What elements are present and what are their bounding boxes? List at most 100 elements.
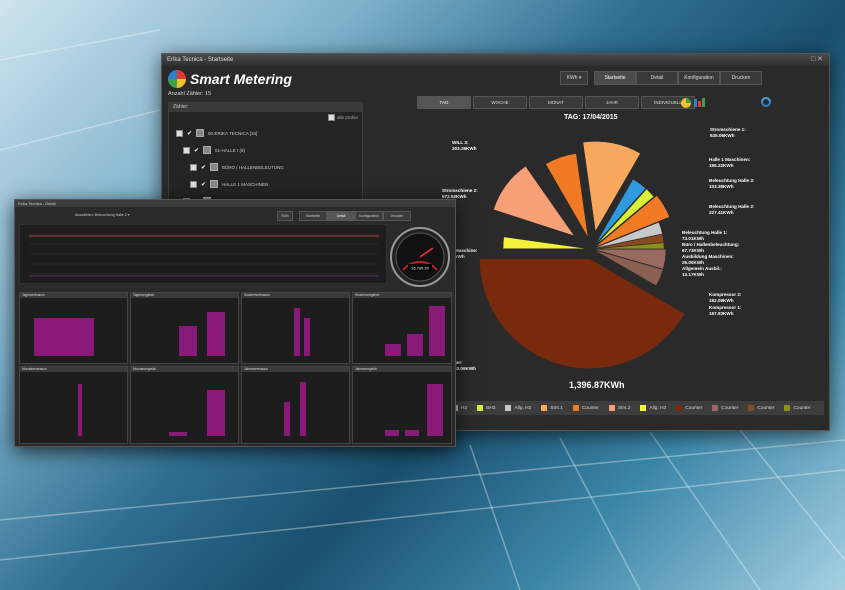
legend-item: Counter	[784, 405, 811, 411]
detail-nav-konfiguration[interactable]: Konfiguration	[355, 211, 383, 221]
pie-slice[interactable]	[502, 236, 589, 249]
legend-label: Strs.1	[550, 405, 563, 411]
pie-total: 1,396.87KWh	[569, 380, 625, 390]
selector-value[interactable]: Beleuchtung Halle 2	[94, 213, 127, 217]
detail-nav-drucken[interactable]: Drucken	[383, 211, 411, 221]
gauge: 16,765.20	[390, 227, 450, 287]
tree-item-label: HALLE 1 MASCHINEN	[222, 181, 269, 187]
select-all-row[interactable]: alle prüfen	[327, 114, 358, 121]
tree-item[interactable]: ✔ 00-ERIKA TECNICA [15]	[176, 129, 257, 137]
legend-swatch	[541, 405, 548, 411]
tree-item[interactable]: ✔ 01-HALLE I (9)	[183, 146, 245, 154]
meter-count: Anzahl Zähler: 15	[168, 91, 211, 97]
tree-checkbox[interactable]	[190, 180, 197, 188]
pie-label: Halle 1 Maschinen: 195.22KWh	[709, 157, 751, 168]
select-all-checkbox[interactable]	[327, 114, 335, 121]
detail-nav-detail[interactable]: Detail	[327, 211, 355, 221]
legend-swatch	[712, 405, 719, 411]
tab-monat[interactable]: MONAT	[529, 96, 583, 109]
panel-wochenverbrauch: Wochenverbrauch	[241, 292, 350, 364]
panel-title: Jahresvergleich	[353, 367, 451, 372]
chart-type-icon[interactable]	[680, 96, 708, 108]
pie-slice[interactable]	[582, 141, 641, 233]
window-controls[interactable]: □ ✕	[810, 56, 823, 63]
legend-label: Counter	[757, 405, 775, 411]
pie-slice[interactable]	[479, 258, 686, 369]
tab-woche[interactable]: WOCHE	[473, 96, 527, 109]
panel-monatsvergleich: Monatsvergleich	[130, 366, 239, 444]
refresh-icon[interactable]	[760, 96, 772, 108]
nav-drucken[interactable]: Drucken	[720, 71, 762, 85]
pie-slice[interactable]	[595, 195, 670, 248]
tree-item-label: 00-ERIKA TECNICA [15]	[208, 130, 258, 136]
check-icon: ✔	[201, 164, 207, 171]
check-icon: ✔	[187, 130, 193, 137]
legend-label: H2	[461, 405, 468, 411]
tree-checkbox[interactable]	[190, 163, 197, 171]
legend-label: Allg. H3	[649, 405, 667, 411]
tree-item[interactable]: ✔ HALLE 1 MASCHINEN	[190, 180, 268, 188]
panel-tagesverbrauch: Tagesverbrauch	[19, 292, 128, 364]
detail-unit-select[interactable]: KWh	[277, 211, 293, 221]
nav-konfiguration[interactable]: Konfiguration	[678, 71, 720, 85]
legend-item: Counter	[748, 405, 774, 411]
pie-label: Stromschiene 2: 572.92KWh	[442, 188, 478, 199]
meter-count-value: 15	[205, 91, 212, 97]
legend-label: BH3	[486, 405, 496, 411]
tree-item[interactable]: ✔ BÜRO / HALLENBELEUTUNG	[190, 163, 284, 171]
pie-slice[interactable]	[595, 178, 647, 245]
meter-icon	[210, 163, 219, 171]
legend-swatch	[748, 405, 755, 411]
legend-item: Allg. H3	[640, 405, 666, 411]
pie-slice[interactable]	[493, 165, 575, 237]
nav-detail[interactable]: Detail	[636, 71, 678, 85]
pie-label: Beleuchtung Halle 2: 227.41KWh	[709, 204, 755, 215]
meter-panel-header: Zähler:	[169, 103, 362, 112]
panel-title: Jahresverbrauch	[242, 367, 349, 372]
legend-item: BH3	[477, 405, 495, 411]
legend-swatch	[505, 405, 512, 411]
tab-jahr[interactable]: JAHR	[585, 96, 639, 109]
pie-slice[interactable]	[545, 153, 589, 238]
legend-label: Strs.2	[617, 405, 631, 411]
tree-checkbox[interactable]	[176, 129, 183, 137]
legend-label: Allg. H2	[514, 405, 532, 411]
panel-title: Tagesverbrauch	[20, 293, 127, 298]
detail-titlebar: Erika Tecnica - Detail	[15, 200, 455, 207]
chart-legend: H2 BH3 Allg. H2 Strs.1 Counter Strs.2 Allg. H3…	[452, 401, 824, 415]
pie-label: Ausbildung Maschinen: 29.00KWh	[682, 254, 734, 265]
detail-nav-startseite[interactable]: Startseite	[299, 211, 327, 221]
check-icon: ✔	[201, 181, 207, 188]
gauge-value: 16,765.20	[411, 266, 430, 271]
legend-swatch	[676, 405, 683, 411]
panel-title: Wochenvergleich	[353, 293, 451, 298]
folder-icon	[203, 146, 212, 154]
pie-label: Stromschiene 1: 635.06KWh	[710, 127, 746, 138]
tree-item-label: 01-HALLE I (9)	[215, 147, 246, 153]
detail-window: Erika Tecnica - Detail Auswählen: Beleuc…	[14, 199, 456, 447]
brand-title: Smart Metering	[190, 71, 292, 87]
tab-tag[interactable]: TAG	[417, 96, 471, 109]
select-all-label: alle prüfen	[336, 115, 358, 120]
pie-slice[interactable]	[596, 188, 655, 246]
pie-slice[interactable]	[593, 249, 664, 287]
pie-slice[interactable]	[593, 221, 663, 249]
pie-slice[interactable]	[593, 242, 665, 250]
legend-item: Counter	[572, 405, 599, 411]
pie-label: Maschine: kWh	[455, 248, 478, 259]
pie-label: WILL 3: 203.26KWh	[452, 140, 477, 151]
pie-label: Beleuchtung Halle 1: 73.01KWh	[682, 230, 728, 241]
selector-row[interactable]: Auswählen: Beleuchtung Halle 2 ▾	[75, 213, 130, 217]
legend-swatch	[477, 405, 484, 411]
panel-jahresvergleich: Jahresvergleich	[352, 366, 452, 444]
tree-checkbox[interactable]	[183, 146, 190, 154]
legend-item: Strs.1	[541, 405, 563, 411]
main-titlebar: Erika Tecnica - Startseite □ ✕	[162, 54, 829, 66]
legend-label: Counter	[793, 405, 811, 411]
legend-item: Strs.2	[608, 405, 631, 411]
legend-item: Counter	[712, 405, 738, 411]
unit-select[interactable]: KWh ▾	[560, 71, 588, 85]
pie-slice[interactable]	[593, 249, 667, 270]
nav-startseite[interactable]: Startseite	[594, 71, 636, 85]
pie-label: Beleuchtung Halle 3: 103.39KWh	[709, 178, 755, 189]
